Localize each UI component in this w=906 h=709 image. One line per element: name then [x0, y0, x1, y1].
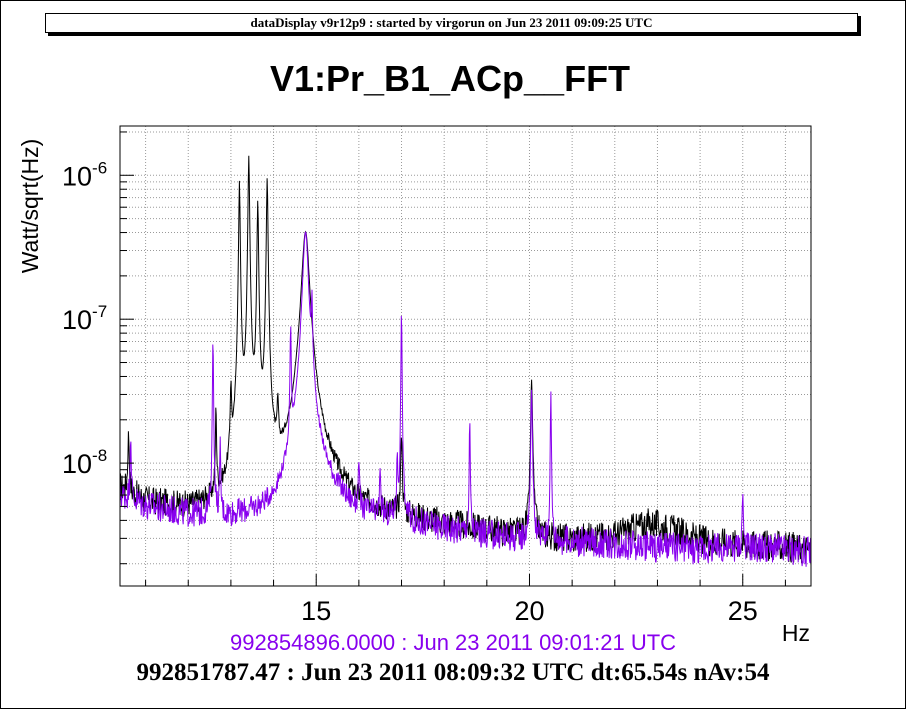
y-tick-label: 10-8 [62, 446, 107, 479]
y-tick-label: 10-6 [62, 158, 107, 191]
x-tick-label: 20 [514, 596, 544, 626]
y-tick-label: 10-7 [62, 302, 107, 335]
reference-timestamp: 992854896.0000 : Jun 23 2011 09:01:21 UT… [229, 630, 677, 655]
x-axis-label: Hz [782, 620, 810, 646]
x-tick-label: 25 [728, 596, 758, 626]
plot-area: 15 20 25 10-8 10-7 10-6 [62, 125, 812, 626]
x-tick-label: 15 [301, 596, 331, 626]
chart-title: V1:Pr_B1_ACp__FFT [270, 58, 630, 99]
series-line-reference [119, 231, 811, 567]
plot-frame [119, 125, 812, 587]
y-axis-label: Watt/sqrt(Hz) [17, 139, 43, 274]
banner-title: dataDisplay v9r12p9 : started by virgoru… [45, 13, 858, 33]
current-timestamp: 992851787.47 : Jun 23 2011 08:09:32 UTC … [136, 659, 770, 686]
